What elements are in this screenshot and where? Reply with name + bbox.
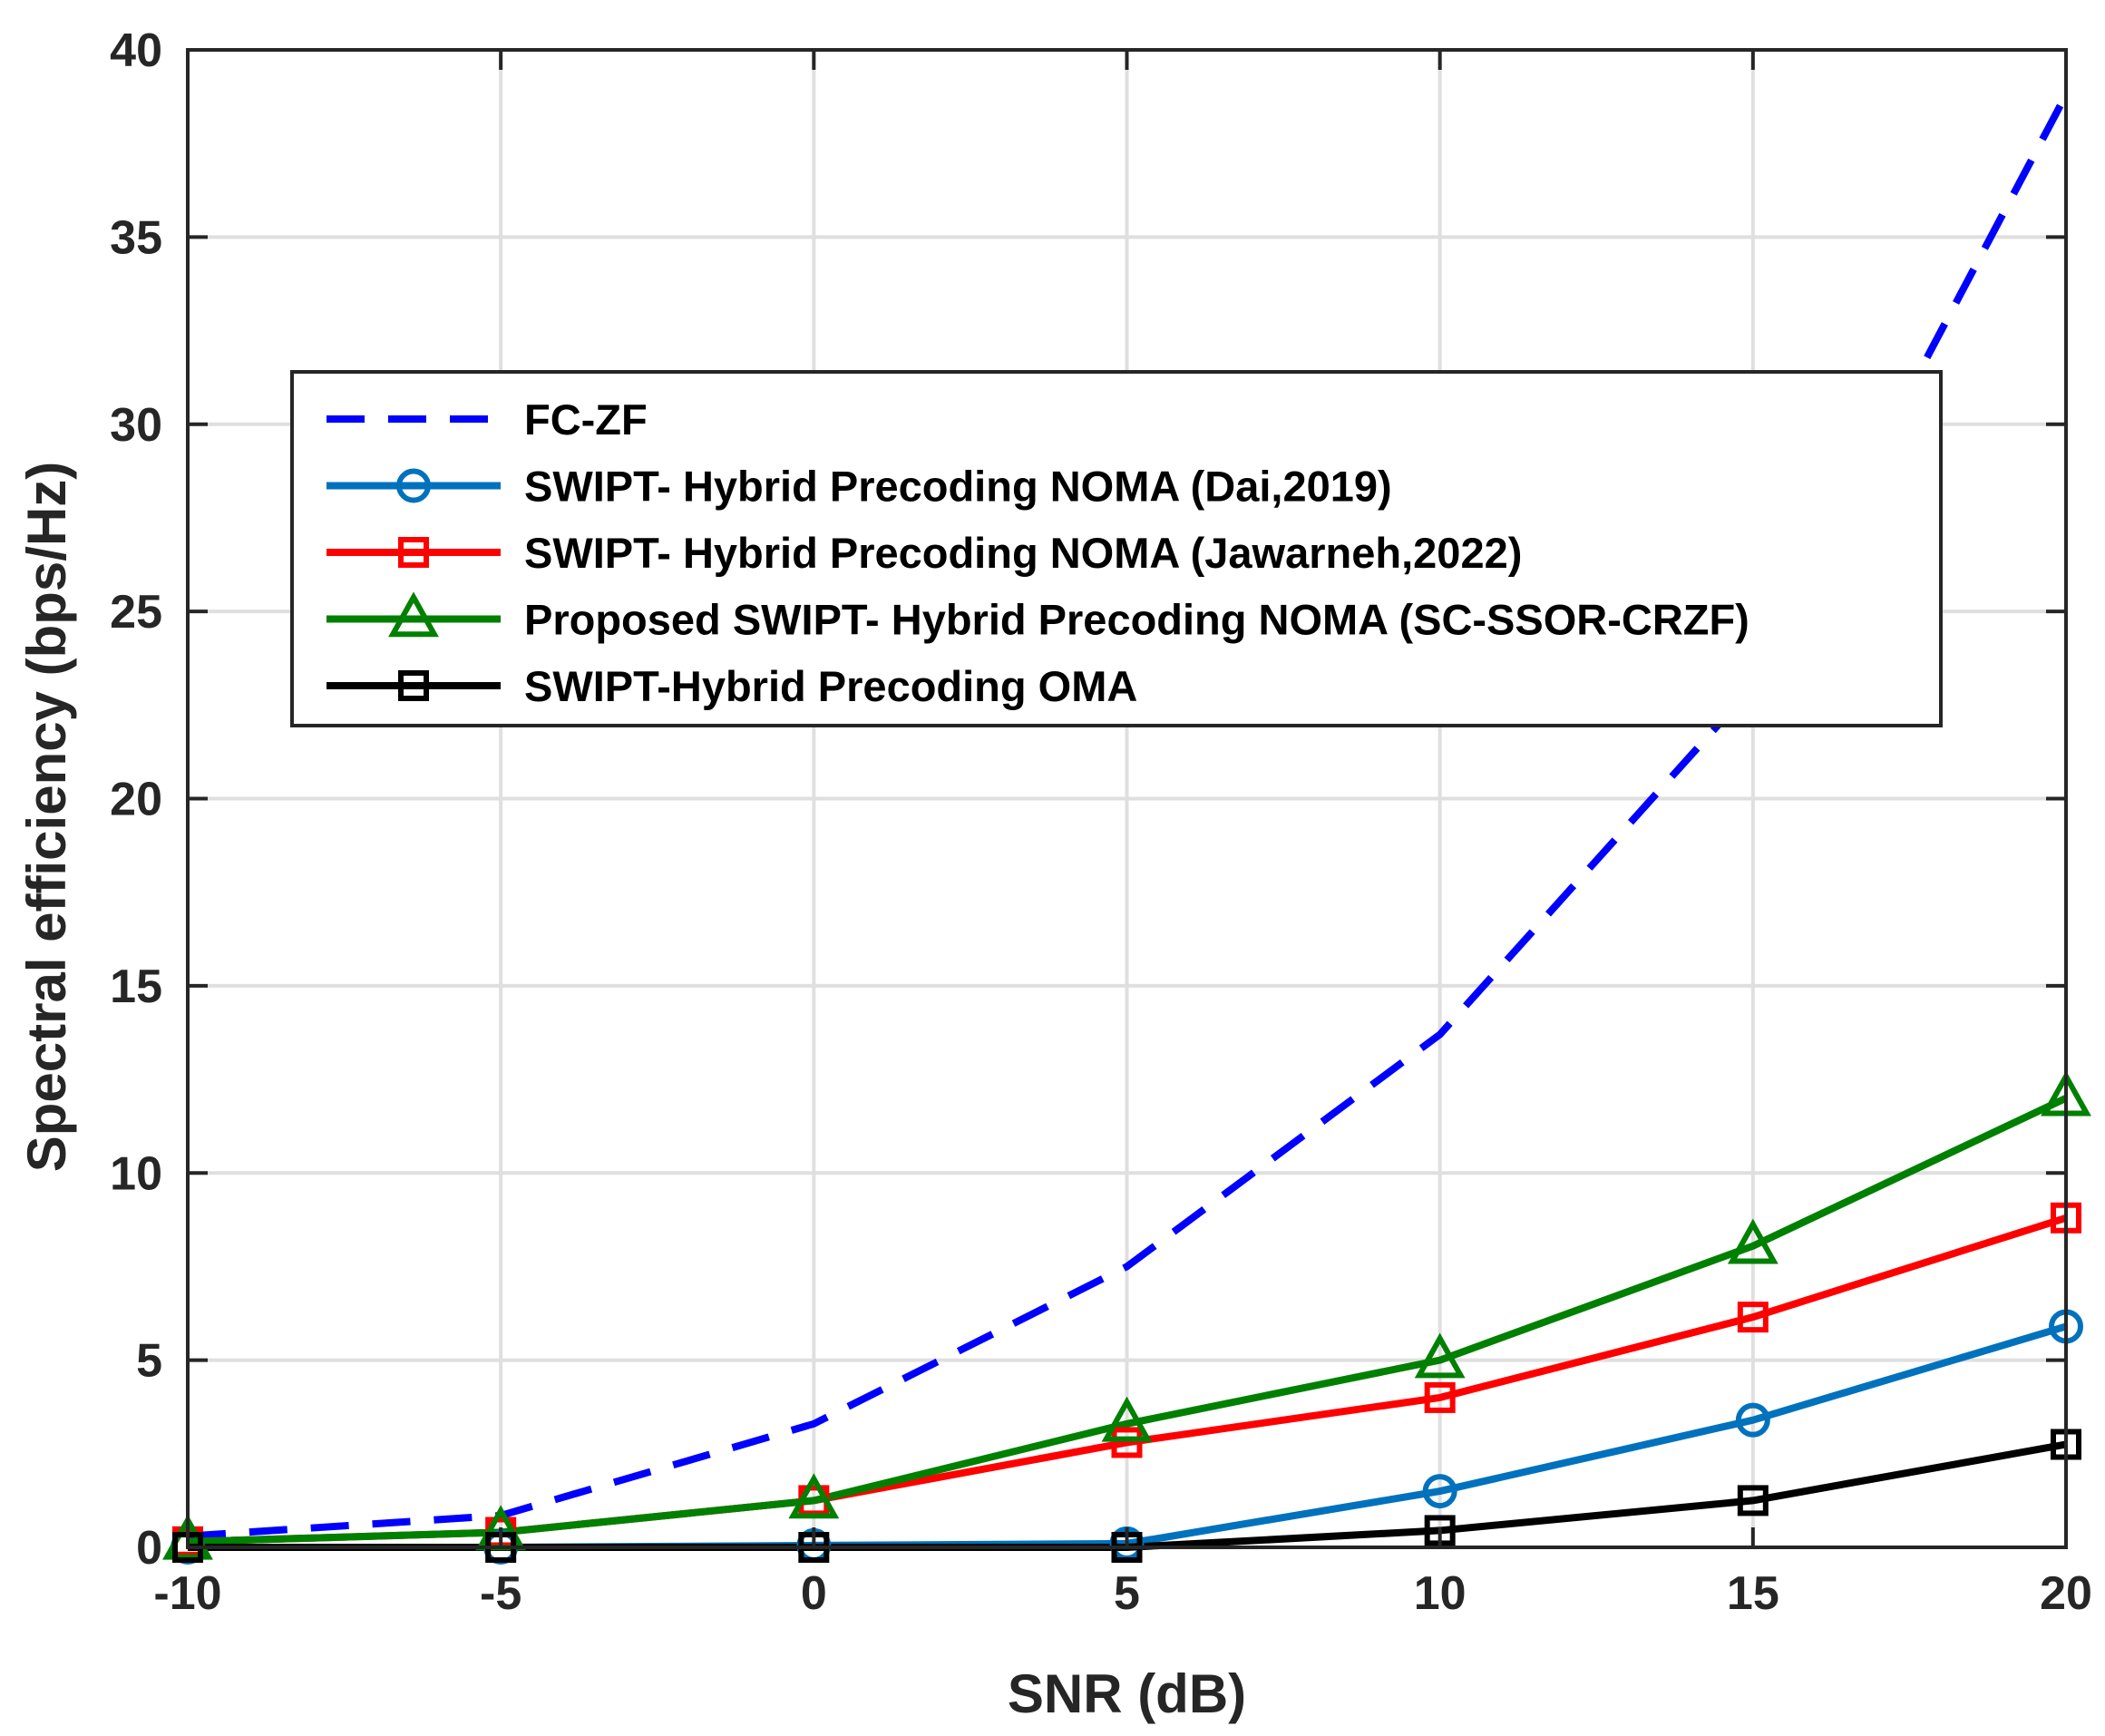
data-point-series-2 — [1735, 1402, 1770, 1438]
x-tick-label: 15 — [1727, 1567, 1779, 1620]
legend-label-1: FC-ZF — [524, 395, 648, 444]
y-tick-label: 25 — [110, 586, 162, 639]
x-tick-label: 20 — [2040, 1567, 2092, 1620]
legend-label-2: SWIPT- Hybrid Precoding NOMA (Dai,2019) — [524, 463, 1392, 511]
legend-swatch-marker-5 — [398, 670, 429, 701]
data-point-series-2 — [1422, 1474, 1457, 1509]
y-tick-label: 40 — [110, 24, 162, 77]
data-point-series-4 — [1414, 1332, 1466, 1379]
data-point-series-3 — [1111, 1427, 1143, 1458]
legend-swatch-marker-3 — [398, 537, 429, 568]
legend-label-5: SWIPT-Hybrid Precoding OMA — [524, 662, 1137, 710]
x-tick-label: 10 — [1414, 1567, 1467, 1620]
data-point-series-4 — [1727, 1218, 1779, 1264]
data-point-series-5 — [1737, 1485, 1769, 1517]
data-point-series-3 — [1424, 1381, 1456, 1413]
legend-label-4: Proposed SWIPT- Hybrid Precoding NOMA (S… — [524, 596, 1749, 644]
x-tick-label: 0 — [801, 1567, 827, 1620]
legend-swatch-marker-4 — [388, 591, 439, 638]
y-tick-label: 30 — [110, 399, 162, 452]
legend-label-3: SWIPT- Hybrid Precoding NOMA (Jawarneh,2… — [524, 529, 1522, 577]
x-tick-label: -10 — [153, 1567, 221, 1620]
y-tick-label: 15 — [110, 961, 162, 1013]
legend-swatch-marker-2 — [396, 468, 431, 503]
x-axis-label: SNR (dB) — [1008, 1663, 1246, 1724]
y-tick-label: 35 — [110, 211, 162, 264]
data-point-series-4 — [1101, 1396, 1153, 1442]
y-tick-label: 5 — [136, 1335, 162, 1388]
y-axis-label: Spectral efficiency (bps/Hz) — [16, 462, 77, 1173]
x-tick-label: 5 — [1114, 1567, 1140, 1620]
y-tick-label: 10 — [110, 1147, 162, 1200]
legend: FC-ZF SWIPT- Hybrid Precoding NOMA (Dai,2… — [290, 370, 1943, 727]
data-point-series-3 — [1737, 1302, 1769, 1333]
y-tick-label: 0 — [136, 1522, 162, 1575]
axis-ticks: -10 -5 0 5 10 15 20 0 5 10 15 20 25 30 35 40 — [110, 24, 2092, 1620]
x-tick-label: -5 — [480, 1567, 521, 1620]
data-point-series-4 — [788, 1473, 840, 1519]
legend-box — [290, 370, 1943, 727]
y-tick-label: 20 — [110, 774, 162, 826]
